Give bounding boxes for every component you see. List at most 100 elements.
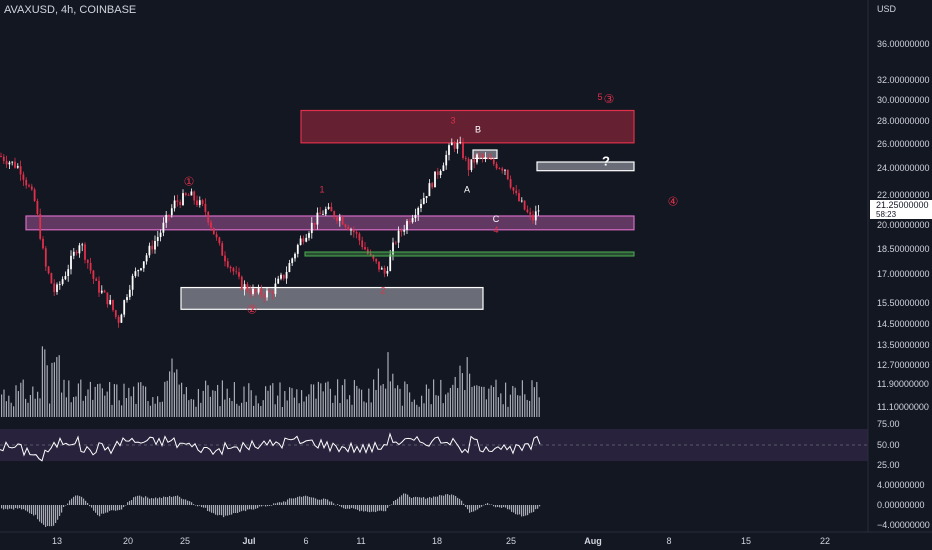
- candle-body-55: [154, 241, 156, 250]
- candle-body-102: [285, 271, 288, 279]
- volume-bar-22: [53, 362, 55, 417]
- macd-bar-213: [427, 497, 429, 505]
- macd-bar-192: [385, 505, 387, 512]
- volume-bar-118: [284, 391, 286, 417]
- volume-bar-121: [291, 388, 293, 417]
- macd-bar-120: [241, 505, 243, 512]
- macd-bar-73: [147, 497, 149, 505]
- macd-bar-149: [299, 496, 301, 505]
- price-tick-0: 36.00000000: [877, 39, 930, 49]
- macd-bar-259: [519, 505, 521, 515]
- macd-bar-187: [375, 505, 377, 513]
- macd-bar-228: [457, 497, 459, 505]
- volume-bar-198: [476, 385, 478, 417]
- volume-bar-152: [365, 402, 367, 417]
- volume-bar-157: [377, 368, 379, 417]
- volume-bar-210: [505, 382, 507, 417]
- candle-body-8: [22, 174, 25, 180]
- volume-bar-199: [478, 386, 480, 417]
- macd-bar-254: [509, 505, 511, 510]
- candle-body-40: [112, 299, 114, 311]
- wave-label-12: ?: [602, 154, 610, 169]
- macd-bar-80: [161, 498, 163, 505]
- macd-bar-108: [217, 505, 219, 516]
- volume-bar-141: [339, 403, 341, 417]
- volume-bar-147: [353, 380, 355, 417]
- macd-bar-173: [347, 505, 349, 509]
- candle-body-29: [81, 244, 84, 246]
- macd-bar-94: [189, 501, 191, 505]
- volume-bar-58: [140, 382, 142, 417]
- candle-body-15: [42, 238, 44, 249]
- volume-bar-168: [404, 381, 406, 417]
- candle-body-101: [282, 274, 285, 279]
- macd-bar-144: [289, 498, 291, 505]
- candle-body-164: [459, 141, 462, 143]
- macd-bar-125: [251, 505, 253, 510]
- volume-bar-79: [190, 398, 192, 417]
- candle-body-105: [294, 253, 296, 259]
- candle-body-191: [534, 211, 537, 221]
- macd-bar-174: [349, 505, 351, 509]
- volume-bar-21: [51, 362, 53, 417]
- macd-bar-42: [85, 500, 87, 505]
- candle-body-86: [240, 276, 243, 290]
- macd-bar-0: [1, 505, 3, 509]
- macd-bar-222: [445, 494, 447, 505]
- volume-bar-105: [253, 405, 255, 417]
- macd-bar-216: [433, 496, 435, 505]
- candle-body-156: [436, 171, 439, 176]
- volume-bar-93: [224, 399, 226, 417]
- macd-bar-157: [315, 498, 317, 505]
- volume-bar-222: [533, 387, 535, 417]
- macd-bar-75: [151, 498, 153, 505]
- candle-body-78: [218, 237, 221, 244]
- macd-bar-207: [415, 496, 417, 505]
- volume-bar-196: [471, 386, 473, 417]
- wave-label-1: ②: [247, 303, 258, 317]
- macd-tick-0: 4.00000000: [877, 480, 925, 490]
- candle-body-60: [168, 214, 170, 216]
- macd-bar-68: [137, 495, 139, 505]
- macd-bar-247: [495, 505, 497, 508]
- volume-bar-86: [207, 385, 209, 417]
- volume-bar-114: [274, 404, 276, 417]
- candle-body-6: [16, 166, 19, 168]
- candle-body-151: [422, 197, 425, 204]
- volume-bar-36: [87, 389, 89, 417]
- volume-bar-98: [236, 403, 238, 417]
- macd-bar-153: [307, 496, 309, 505]
- volume-bar-179: [430, 404, 432, 417]
- candle-body-115: [322, 214, 324, 215]
- macd-bar-74: [149, 498, 151, 505]
- candle-body-95: [266, 290, 268, 298]
- macd-bar-185: [371, 505, 373, 512]
- volume-bar-100: [241, 402, 243, 417]
- volume-bar-223: [536, 381, 538, 417]
- volume-bar-149: [358, 388, 360, 417]
- volume-bar-125: [301, 390, 303, 417]
- volume-bar-145: [349, 395, 351, 417]
- volume-bar-102: [245, 401, 247, 417]
- macd-bar-256: [513, 505, 515, 513]
- volume-bar-26: [63, 379, 65, 417]
- candle-body-177: [495, 163, 498, 169]
- candle-body-27: [75, 251, 78, 254]
- macd-bar-171: [343, 505, 345, 509]
- macd-bar-165: [331, 501, 333, 505]
- macd-bar-77: [155, 497, 157, 505]
- volume-bar-57: [137, 382, 139, 417]
- volume-bar-40: [97, 384, 99, 417]
- volume-bar-188: [452, 384, 454, 417]
- macd-bar-76: [153, 498, 155, 505]
- candle-body-42: [117, 316, 120, 323]
- macd-bar-101: [203, 505, 205, 508]
- candle-body-144: [403, 229, 406, 232]
- candle-body-152: [425, 196, 428, 198]
- candle-body-120: [336, 217, 338, 221]
- time-tick-10: 15: [741, 536, 751, 546]
- candle-body-121: [338, 217, 341, 221]
- candle-body-53: [148, 245, 151, 256]
- volume-bar-142: [341, 385, 343, 417]
